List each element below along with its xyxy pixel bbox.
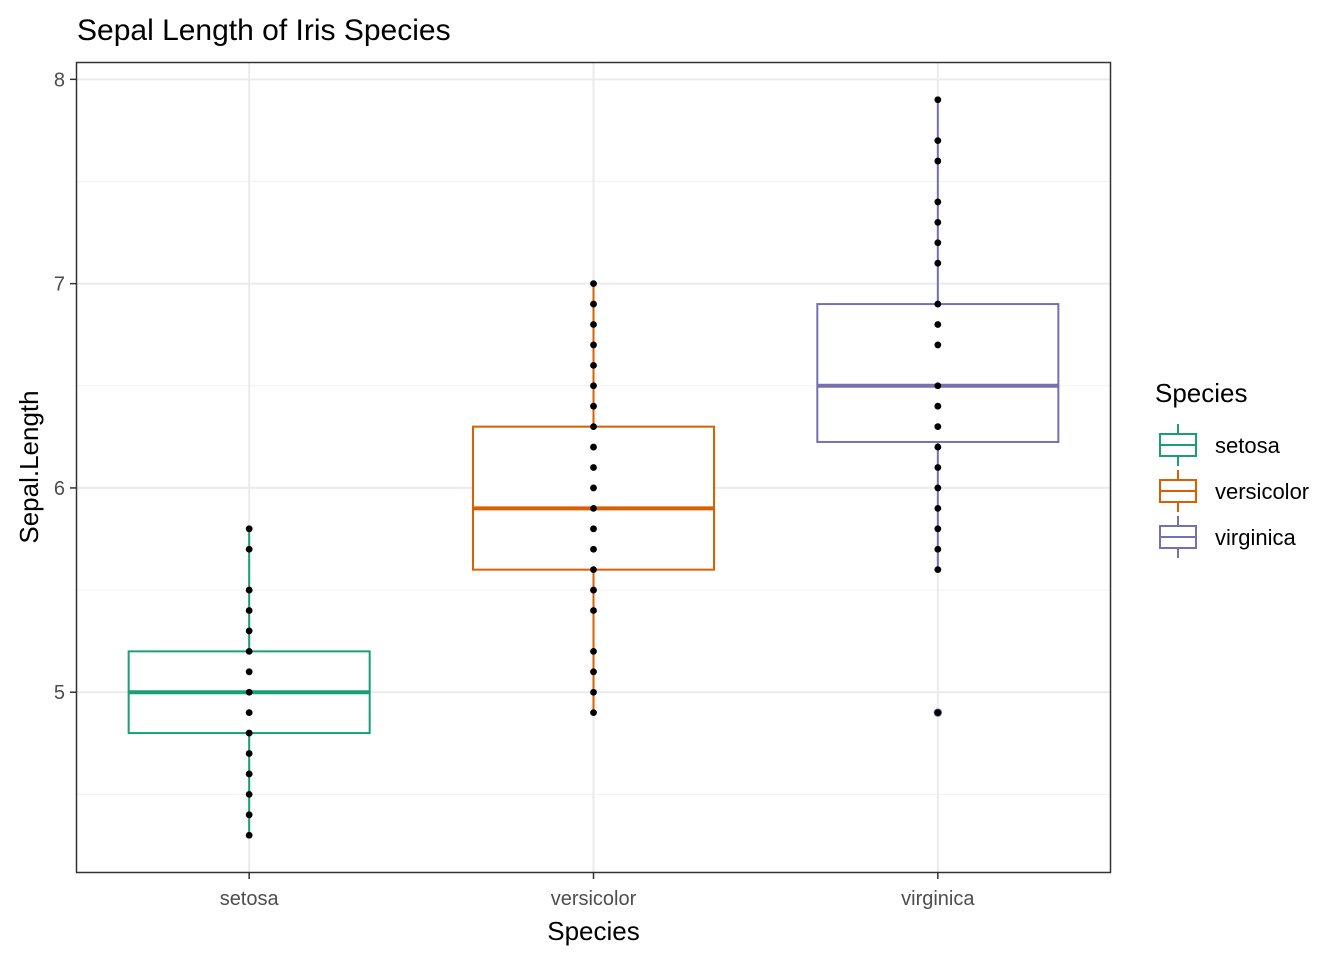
data-point [245,831,253,839]
data-point [934,504,942,512]
legend-title: Species [1155,378,1248,408]
data-point [590,566,597,574]
data-points [245,96,942,839]
y-tick-label: 6 [54,478,65,500]
data-point [245,750,253,757]
data-point [934,321,942,328]
x-tick-label: versicolor [551,888,637,910]
data-point [590,688,597,696]
box-virginica [816,99,1060,717]
data-point [934,137,942,145]
data-point [934,484,942,492]
data-point [590,484,597,492]
data-point [934,402,942,410]
data-point [934,239,942,247]
legend-label: versicolor [1215,479,1309,504]
data-point [590,341,597,349]
legend-label: setosa [1215,433,1281,458]
data-point [590,586,597,594]
data-point [934,341,942,349]
data-point [934,423,942,431]
legend-label: virginica [1215,525,1296,550]
data-point [934,443,942,451]
box-iqr [471,425,716,571]
y-tick-label: 7 [54,274,65,296]
data-point [934,198,942,206]
data-point [245,607,253,614]
data-point [245,668,253,676]
data-point [934,709,942,717]
data-point [934,96,942,104]
data-point [590,647,597,655]
y-axis: 5 6 7 8 [54,69,77,704]
data-point [590,402,597,410]
data-point [590,607,597,614]
data-point [590,361,597,369]
data-point [590,321,597,328]
x-tick-label: setosa [220,888,280,910]
data-point [245,729,253,737]
data-point [590,443,597,451]
data-point [590,300,597,308]
y-axis-title: Sepal.Length [14,390,44,543]
data-point [590,668,597,676]
data-point [934,382,942,390]
data-point [934,259,942,267]
data-point [590,423,597,431]
x-tick-label: virginica [901,888,975,910]
data-point [934,218,942,226]
data-point [245,811,253,819]
data-point [590,545,597,553]
data-point [590,382,597,390]
data-point [245,647,253,655]
data-point [934,157,942,165]
data-point [934,464,942,471]
data-point [590,709,597,717]
data-point [245,627,253,635]
data-point [245,709,253,717]
legend: Species setosa versicolor virginica [1155,378,1309,558]
y-tick-label: 5 [54,682,65,704]
data-point [590,464,597,471]
x-axis-title: Species [547,916,640,946]
data-point [245,586,253,594]
x-axis: setosa versicolor virginica [220,872,975,910]
data-point [245,790,253,798]
chart-title: Sepal Length of Iris Species [77,14,451,47]
legend-item-setosa: setosa [1159,424,1281,466]
box-versicolor [471,283,716,713]
legend-item-versicolor: versicolor [1159,470,1309,512]
data-point [934,300,942,308]
data-point [245,545,253,553]
y-tick-label: 8 [54,69,65,91]
data-point [590,280,597,288]
data-point [590,504,597,512]
legend-item-virginica: virginica [1159,516,1296,558]
data-point [934,566,942,574]
data-point [590,525,597,533]
data-point [245,770,253,778]
data-point [934,545,942,553]
data-point [934,525,942,533]
data-point [245,525,253,533]
data-point [245,688,253,696]
